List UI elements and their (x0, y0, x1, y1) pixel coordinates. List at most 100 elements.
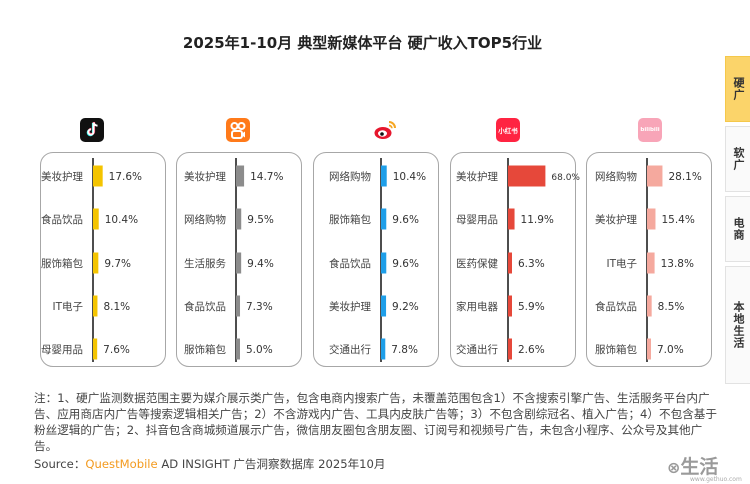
bar (93, 338, 98, 360)
source-prefix: Source： (34, 457, 86, 471)
category-label: 交通出行 (456, 343, 498, 356)
category-label: 网络购物 (329, 170, 371, 183)
watermark-logo: ⊗生活 (667, 452, 718, 479)
xiaohongshu-logo-icon: 小红书 (496, 118, 520, 142)
value-label: 28.1% (668, 171, 701, 183)
value-label: 10.4% (105, 214, 138, 226)
value-label: 6.3% (518, 258, 545, 270)
category-label: 食品饮品 (184, 300, 226, 313)
footnote: 注：1、硬广监测数据范围主要为媒介展示类广告，包含电商内搜索广告，未覆盖范围包含… (34, 391, 717, 453)
category-label: 母婴用品 (41, 344, 83, 356)
category-label: 美妆护理 (41, 170, 83, 183)
category-label: 食品饮品 (329, 257, 371, 270)
bar (508, 295, 512, 317)
category-label: 服饰箱包 (329, 213, 371, 226)
xiaohongshu-logo-text: 小红书 (498, 127, 518, 135)
value-label: 8.1% (103, 301, 130, 313)
bar (508, 338, 512, 360)
bar (236, 338, 240, 360)
value-label: 7.6% (103, 344, 130, 356)
chart-panel-weibo (313, 152, 439, 367)
value-label: 7.0% (657, 344, 684, 356)
category-label: 生活服务 (184, 257, 226, 270)
bar (93, 165, 103, 187)
category-label: 网络购物 (184, 213, 226, 226)
category-label: 美妆护理 (329, 300, 371, 313)
category-label: 服饰箱包 (184, 343, 226, 356)
bar (381, 165, 387, 187)
bar (508, 165, 546, 187)
value-label: 7.3% (246, 301, 273, 313)
source-suffix: AD INSIGHT 广告洞察数据库 2025年10月 (157, 457, 386, 471)
value-label: 10.4% (393, 171, 426, 183)
bar (647, 295, 652, 317)
category-label: 服饰箱包 (595, 343, 637, 356)
watermark-url: www.gethuo.com (690, 476, 742, 483)
value-label: 9.2% (392, 301, 419, 313)
chart-bilibili: 网络购物 28.1% 美妆护理 15.4% IT电子 13.8% 食品饮品 8.5% 服饰箱包 7… (595, 158, 702, 362)
tab-label: 硬广 (732, 77, 745, 101)
category-label: 母婴用品 (456, 214, 498, 226)
bar (236, 252, 242, 274)
category-label: IT电子 (606, 257, 637, 270)
value-label: 9.6% (392, 258, 419, 270)
tab-label: 电商 (732, 217, 745, 241)
bar (508, 252, 512, 274)
bilibili-logo-text: bilibili (640, 127, 660, 133)
value-label: 9.7% (104, 258, 131, 270)
value-label: 9.4% (247, 258, 274, 270)
chart-douyin: 美妆护理 17.6% 食品饮品 10.4% 服饰箱包 9.7% IT电子 8.1% 母婴用品 7.… (41, 158, 142, 362)
bar (647, 208, 656, 230)
value-label: 5.9% (518, 301, 545, 313)
category-label: 服饰箱包 (41, 257, 83, 270)
value-label: 2.6% (518, 344, 545, 356)
bar (93, 252, 99, 274)
chart-panel-xiaohongshu (450, 152, 576, 367)
page-title: 2025年1-10月 典型新媒体平台 硬广收入TOP5行业 (182, 34, 543, 52)
tab-soft-ads[interactable]: 软广 (725, 126, 750, 192)
tab-label: 软广 (732, 147, 745, 171)
category-label: 家用电器 (456, 300, 498, 313)
category-label: 美妆护理 (595, 213, 637, 226)
category-label: 网络购物 (595, 170, 637, 183)
value-label: 5.0% (246, 344, 273, 356)
source-line: Source：QuestMobile AD INSIGHT 广告洞察数据库 20… (34, 456, 386, 472)
value-label: 15.4% (661, 214, 694, 226)
bar (236, 165, 245, 187)
tab-hard-ads[interactable]: 硬广 (725, 56, 750, 122)
chart-xiaohongshu: 美妆护理 68.0% 母婴用品 11.9% 医药保健 6.3% 家用电器 5.9% 交通出行 2.… (456, 158, 580, 362)
bar (93, 295, 98, 317)
category-label: 食品饮品 (595, 300, 637, 313)
bar (381, 295, 387, 317)
chart-kuaishou: 美妆护理 14.7% 网络购物 9.5% 生活服务 9.4% 食品饮品 7.3% 服饰箱包 5.0… (184, 158, 283, 362)
watermark-icon: ⊗ (667, 458, 681, 477)
tab-label: 本地生活 (732, 301, 745, 349)
value-label: 9.5% (247, 214, 274, 226)
value-label: 8.5% (658, 301, 685, 313)
tab-ecommerce[interactable]: 电商 (725, 196, 750, 262)
value-label: 14.7% (250, 171, 283, 183)
bar (236, 208, 242, 230)
bilibili-logo-icon: bilibili (638, 118, 662, 142)
value-label: 17.6% (109, 171, 142, 183)
value-label: 11.9% (521, 214, 554, 226)
bar (236, 295, 241, 317)
bar (647, 252, 655, 274)
tab-local-life[interactable]: 本地生活 (725, 266, 750, 384)
weibo-logo-icon (373, 118, 397, 142)
bar (381, 338, 386, 360)
bar (93, 208, 99, 230)
watermark-text: 生活 (680, 456, 719, 478)
value-label: 7.8% (391, 344, 418, 356)
bar (647, 165, 663, 187)
value-label: 13.8% (661, 258, 694, 270)
bar (381, 252, 387, 274)
category-label: 美妆护理 (456, 170, 498, 183)
category-label: 医药保健 (456, 257, 498, 270)
category-label: 美妆护理 (184, 170, 226, 183)
kuaishou-logo-icon (226, 118, 250, 142)
category-label: 交通出行 (329, 343, 371, 356)
bar (381, 208, 387, 230)
